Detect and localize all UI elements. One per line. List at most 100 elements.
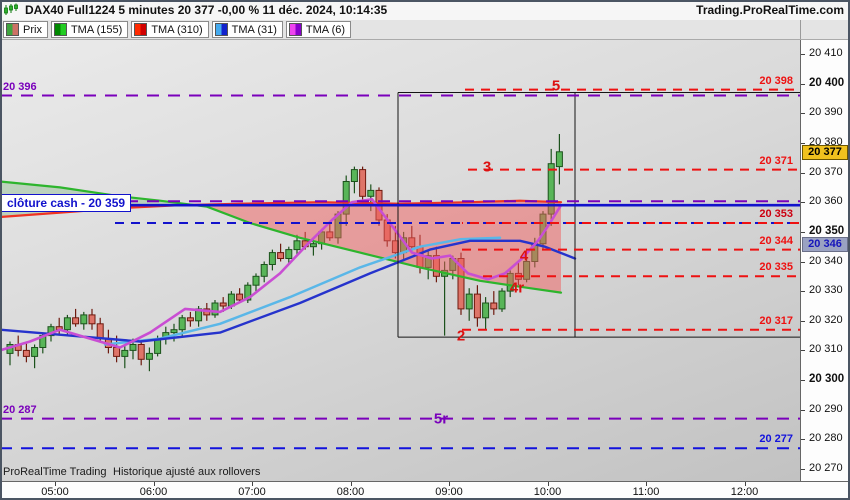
y-axis-label: 20 350 [809, 224, 845, 237]
legend-chip-label: Prix [23, 23, 42, 36]
legend-chip-label: TMA (155) [70, 23, 123, 36]
legend-swatch-icon [288, 23, 302, 36]
candle-body [186, 317, 194, 322]
pivot-annotation-3[interactable]: 3 [482, 158, 492, 176]
candle-body [555, 151, 563, 168]
y-axis-label: 20 390 [809, 106, 843, 119]
x-axis-label: 10:00 [533, 486, 562, 498]
y-axis-label: 20 360 [809, 195, 843, 208]
y-axis-label: 20 370 [809, 165, 843, 178]
candle-body [113, 347, 121, 357]
y-axis-label: 20 290 [809, 402, 843, 415]
x-axis-label: 09:00 [435, 486, 463, 498]
price-level-label: 20 396 [3, 80, 37, 93]
x-axis-label: 12:00 [730, 486, 759, 498]
x-axis-label: 08:00 [336, 486, 365, 498]
y-axis-label: 20 330 [809, 284, 843, 297]
x-axis-label: 07:00 [238, 486, 266, 498]
y-axis-tick [801, 320, 805, 322]
x-axis-label: 11:00 [632, 486, 660, 498]
candle-body [252, 275, 260, 286]
x-axis-tick [449, 482, 450, 486]
y-axis-tick [801, 291, 805, 293]
cash-close-label[interactable]: clôture cash - 20 359 [1, 194, 132, 213]
candle-body [277, 252, 285, 260]
legend-swatch-icon [53, 23, 67, 36]
candle-body [309, 243, 317, 248]
y-axis-tick [801, 83, 805, 85]
candle-body [129, 344, 137, 351]
candle-body [72, 317, 80, 325]
y-axis-tick [801, 409, 805, 411]
pivot-annotation-4[interactable]: 4 [519, 247, 529, 265]
x-axis-tick [252, 482, 253, 486]
pivot-annotation-4r[interactable]: 4r [509, 279, 525, 297]
price-level-label: 20 398 [759, 74, 793, 87]
y-axis-tick [801, 113, 805, 115]
candle-body [490, 302, 498, 310]
footer-note: Historique ajusté aux rollovers [113, 466, 261, 478]
y-axis-tick [801, 202, 805, 204]
legend-chip-tma-310[interactable]: TMA (310) [131, 21, 209, 38]
current-price-tag: 20 346 [802, 236, 848, 252]
candle-body [498, 290, 506, 310]
pivot-annotation-5[interactable]: 5 [551, 77, 561, 95]
y-axis-label: 20 280 [809, 432, 843, 445]
legend-chip-tma-155[interactable]: TMA (155) [50, 21, 129, 38]
candle-body [350, 169, 358, 183]
x-axis-tick [55, 482, 56, 486]
instrument-title: DAX40 Full1224 5 minutes 20 377 -0,00 % … [25, 3, 388, 17]
price-axis[interactable]: 20 270 20 280 20 290 20 300 20 310 20 320 20 3… [800, 39, 850, 481]
candle-body [170, 329, 178, 334]
y-axis-tick [801, 54, 805, 55]
y-axis-tick [801, 439, 805, 441]
candlestick-icon [4, 3, 18, 15]
candle-body [268, 252, 276, 266]
indicator-legend-bar: Prix TMA (155) TMA (310) TMA (31) TMA (6) [0, 20, 850, 40]
candle-body [80, 314, 88, 325]
series-tma-6 [0, 198, 563, 352]
y-axis-tick [801, 142, 805, 144]
x-axis-label: 06:00 [139, 486, 168, 498]
price-level-label: 20 353 [759, 208, 793, 220]
candle-body [465, 293, 473, 310]
price-level-label: 20 287 [3, 403, 37, 416]
candle-body [145, 352, 153, 360]
legend-swatch-icon [134, 23, 148, 36]
y-axis-tick [801, 469, 805, 470]
y-axis-tick [801, 231, 805, 233]
legend-chip-tma-6[interactable]: TMA (6) [285, 21, 352, 38]
legend-swatch-icon [6, 23, 19, 36]
time-axis[interactable]: 05:00 06:00 07:00 08:00 09:00 10:00 11:00 12:00 [0, 481, 850, 500]
candle-body [244, 284, 252, 301]
x-axis-tick [350, 482, 352, 486]
candle-body [137, 344, 145, 360]
candle-body [22, 349, 30, 357]
candle-body [293, 240, 301, 251]
legend-chip-prix[interactable]: Prix [3, 21, 48, 38]
price-level-label: 20 317 [759, 314, 793, 327]
legend-chip-tma-31[interactable]: TMA (31) [211, 21, 283, 38]
x-axis-tick [547, 482, 549, 486]
prorealtime-brand-link[interactable]: Trading.ProRealTime.com [696, 3, 844, 17]
y-axis-label: 20 310 [809, 343, 843, 356]
series-tma-31-light [103, 236, 502, 346]
x-axis-tick [646, 482, 647, 486]
x-axis-label: 05:00 [41, 486, 69, 498]
candle-body [260, 264, 268, 277]
candle-body [96, 323, 104, 340]
candle-body [211, 302, 219, 316]
legend-chip-label: TMA (6) [305, 23, 346, 36]
chart-canvas[interactable] [0, 39, 800, 481]
price-chart[interactable]: 20 398 20 396 20 371 clôture cash - 20 359 2… [0, 39, 800, 481]
y-axis-tick [801, 261, 805, 263]
pivot-annotation-5r[interactable]: 5r [433, 411, 449, 429]
candle-body [88, 314, 96, 325]
price-level-label: 20 344 [759, 234, 793, 247]
pivot-annotation-2[interactable]: 2 [456, 328, 466, 346]
candle-body [473, 293, 481, 319]
y-axis-tick [801, 350, 805, 352]
y-axis-label: 20 300 [809, 373, 845, 386]
legend-chip-label: TMA (31) [231, 23, 277, 36]
